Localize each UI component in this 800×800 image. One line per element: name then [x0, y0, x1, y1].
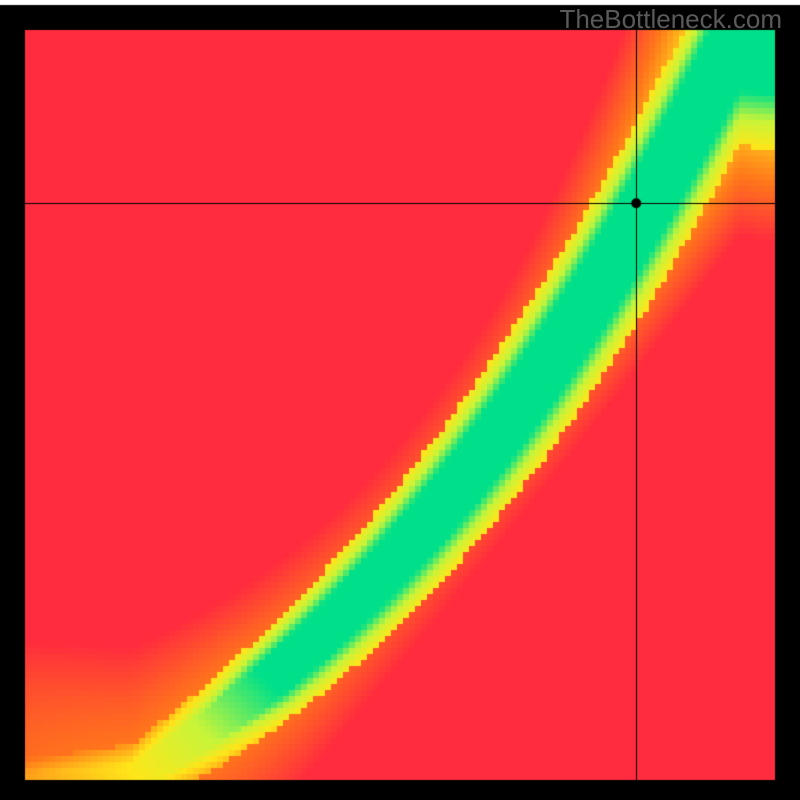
watermark-text: TheBottleneck.com — [559, 4, 782, 35]
bottleneck-heatmap — [0, 0, 800, 800]
